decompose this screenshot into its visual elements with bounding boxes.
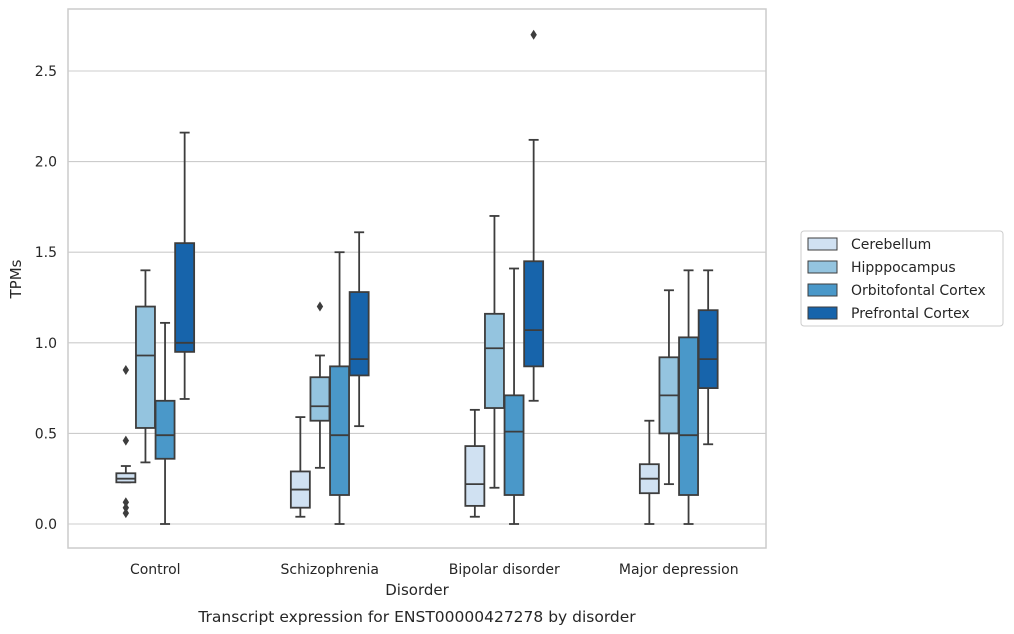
box-group [503,267,525,525]
outlier-point [530,29,537,40]
box [154,399,176,460]
box [523,260,545,368]
x-tick-label: Schizophrenia [281,562,379,578]
box-group [289,416,311,518]
x-tick-label: Bipolar disorder [449,562,560,578]
outlier-point [122,435,130,446]
outlier-point [122,364,130,375]
box-group [523,29,545,402]
box-group [638,419,660,525]
legend-label: Prefrontal Cortex [851,306,970,322]
box [135,305,156,429]
box-group [678,269,699,525]
box-group [174,131,196,400]
figure-caption: Transcript expression for ENST0000042727… [197,608,636,626]
box [484,312,505,409]
legend-swatch [807,283,838,297]
y-tick-label: 2.0 [35,155,57,171]
legend-label: Hipppocampus [851,260,956,276]
y-tick-label: 1.0 [35,336,57,352]
box [503,394,525,496]
box-group [329,251,350,525]
outlier-point [122,502,130,513]
y-tick-label: 1.5 [35,245,57,261]
y-tick-label: 0.5 [35,426,57,442]
x-tick-label: Control [130,562,181,578]
box [678,336,699,496]
box [348,291,370,377]
y-tick-labels: 0.0 0.5 1.0 1.5 2.0 2.5 [35,64,57,533]
box [309,376,331,422]
legend-swatch [807,306,838,320]
box-group [464,408,486,518]
box-group [154,321,176,525]
box-group [484,215,505,489]
y-tick-label: 0.0 [35,517,57,533]
x-tick-labels: Control Schizophrenia Bipolar disorder Majo… [130,562,739,578]
box-group [348,231,370,428]
box [697,309,719,389]
x-axis-label: Disorder [385,581,449,599]
plot-border [67,8,767,549]
box-group [697,269,719,446]
legend-swatch [807,237,838,251]
legend-swatch [807,260,838,274]
plot-frame [67,8,767,549]
box [329,365,350,496]
y-tick-label: 2.5 [35,64,57,80]
box-group [115,364,137,519]
x-tick-label: Major depression [619,562,739,578]
outlier-point [122,497,130,508]
box-layer [115,29,719,525]
box-group [658,289,680,486]
legend-box [800,230,1004,327]
legend-label: Orbitofontal Cortex [851,283,986,299]
legend-label: Cerebellum [851,237,931,253]
y-axis-label: TPMs [7,259,25,299]
legend: Cerebellum Hipppocampus Orbitofontal Corte… [800,230,1004,327]
box-group [135,269,156,464]
box [115,472,137,484]
outlier-point [122,508,130,519]
box [174,242,196,353]
outlier-point [316,301,324,312]
box [464,445,486,507]
